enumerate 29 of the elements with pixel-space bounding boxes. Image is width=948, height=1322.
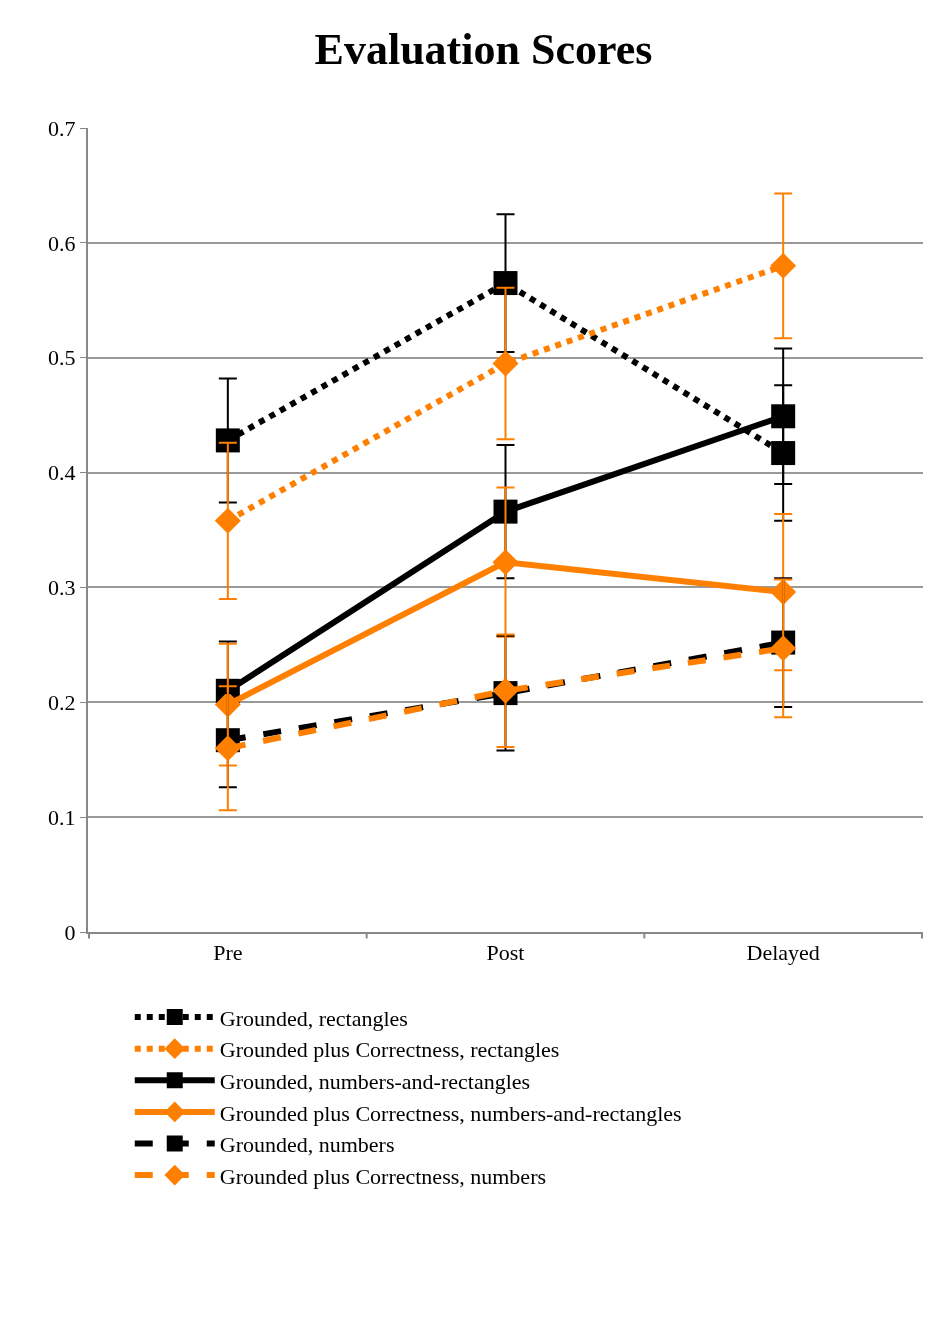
chart-title: Evaluation Scores: [314, 24, 653, 74]
point: [492, 549, 519, 576]
legend-label: Grounded plus Correctness, rectangles: [219, 1037, 560, 1063]
x-tick-label: Pre: [213, 940, 243, 966]
point: [771, 441, 796, 466]
point: [493, 271, 518, 296]
legend-label: Grounded, numbers: [219, 1132, 395, 1158]
y-tick-label: 0.5: [48, 345, 76, 371]
y-tick-label: 0.1: [48, 804, 76, 830]
legend-label: Grounded, numbers-and-rectangles: [219, 1068, 531, 1094]
legend-label: Grounded, rectangles: [219, 1005, 408, 1031]
point: [771, 404, 796, 429]
point: [214, 735, 241, 762]
y-tick-label: 0.2: [48, 689, 76, 715]
point: [770, 635, 797, 662]
y-tick-label: 0.6: [48, 230, 76, 256]
x-tick-label: Delayed: [746, 940, 820, 966]
point: [214, 507, 241, 534]
x-tick-label: Post: [486, 940, 525, 966]
legend-label: Grounded plus Correctness, numbers: [219, 1163, 547, 1189]
point: [492, 350, 519, 377]
legend-label: Grounded plus Correctness, numbers-and-rectangles: [219, 1100, 682, 1126]
y-tick-label: 0: [64, 919, 76, 945]
y-tick-label: 0.4: [48, 460, 76, 486]
y-tick-label: 0.3: [48, 575, 76, 601]
point: [770, 252, 797, 279]
point: [215, 428, 240, 453]
y-tick-label: 0.7: [48, 115, 76, 141]
point: [493, 499, 518, 524]
